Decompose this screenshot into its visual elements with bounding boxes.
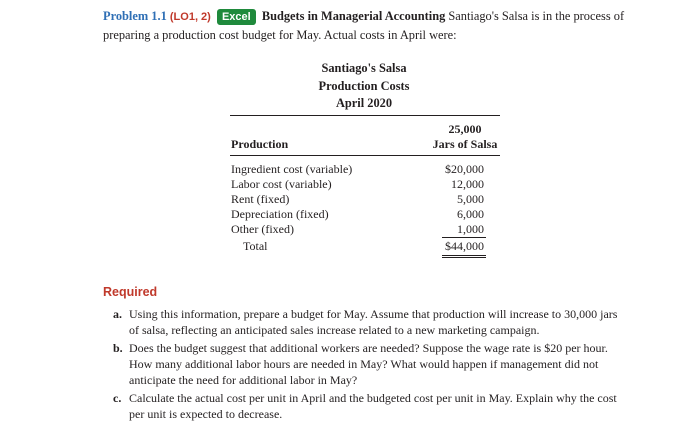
row-amount: $20,000 — [445, 162, 484, 176]
title-rule — [230, 115, 500, 116]
requirement-text: Using this information, prepare a budget… — [129, 307, 618, 337]
row-label: Depreciation (fixed) — [231, 207, 329, 221]
statement-period: April 2020 — [335, 96, 393, 110]
company-name: Santiago's Salsa — [321, 61, 407, 75]
row-amount: 6,000 — [457, 207, 484, 221]
total-amount: $44,000 — [445, 239, 484, 253]
problem-intro: Problem 1.1 (LO1, 2) Excel Budgets in Ma… — [103, 7, 633, 44]
row-amount: 12,000 — [451, 177, 484, 191]
section-header: Production — [231, 137, 289, 151]
problem-title: Budgets in Managerial Accounting — [261, 9, 446, 23]
requirement-letter: b. — [113, 341, 123, 355]
requirement-a: a. Using this information, prepare a bud… — [113, 306, 628, 338]
problem-label: Problem 1.1 — [103, 9, 167, 23]
excel-badge: Excel — [216, 9, 256, 25]
requirement-b: b. Does the budget suggest that addition… — [113, 340, 628, 388]
total-label: Total — [243, 239, 268, 253]
requirement-letter: a. — [113, 307, 122, 321]
learning-objectives: (LO1, 2) — [169, 11, 211, 23]
required-heading: Required — [103, 285, 158, 299]
row-label: Rent (fixed) — [231, 192, 290, 206]
requirement-c: c. Calculate the actual cost per unit in… — [113, 390, 628, 422]
header-rule — [230, 155, 500, 156]
row-label: Labor cost (variable) — [231, 177, 332, 191]
total-double-rule-1 — [442, 255, 486, 256]
row-amount: 5,000 — [457, 192, 484, 206]
requirement-text: Calculate the actual cost per unit in Ap… — [129, 391, 617, 421]
row-label: Ingredient cost (variable) — [231, 162, 353, 176]
problem-intro-text: Santiago's Salsa is in the process of pr… — [103, 9, 625, 42]
requirement-text: Does the budget suggest that additional … — [129, 341, 608, 387]
statement-name: Production Costs — [318, 78, 410, 93]
volume-header-line1: 25,000 — [448, 122, 482, 136]
total-double-rule-2 — [442, 257, 486, 258]
volume-header-line2: Jars of Salsa — [432, 137, 498, 151]
row-label: Other (fixed) — [231, 222, 294, 236]
subtotal-rule — [442, 237, 486, 238]
statement-title: Santiago's Salsa Production Costs April … — [312, 60, 416, 113]
row-amount: 1,000 — [457, 222, 484, 236]
requirement-letter: c. — [113, 391, 122, 405]
